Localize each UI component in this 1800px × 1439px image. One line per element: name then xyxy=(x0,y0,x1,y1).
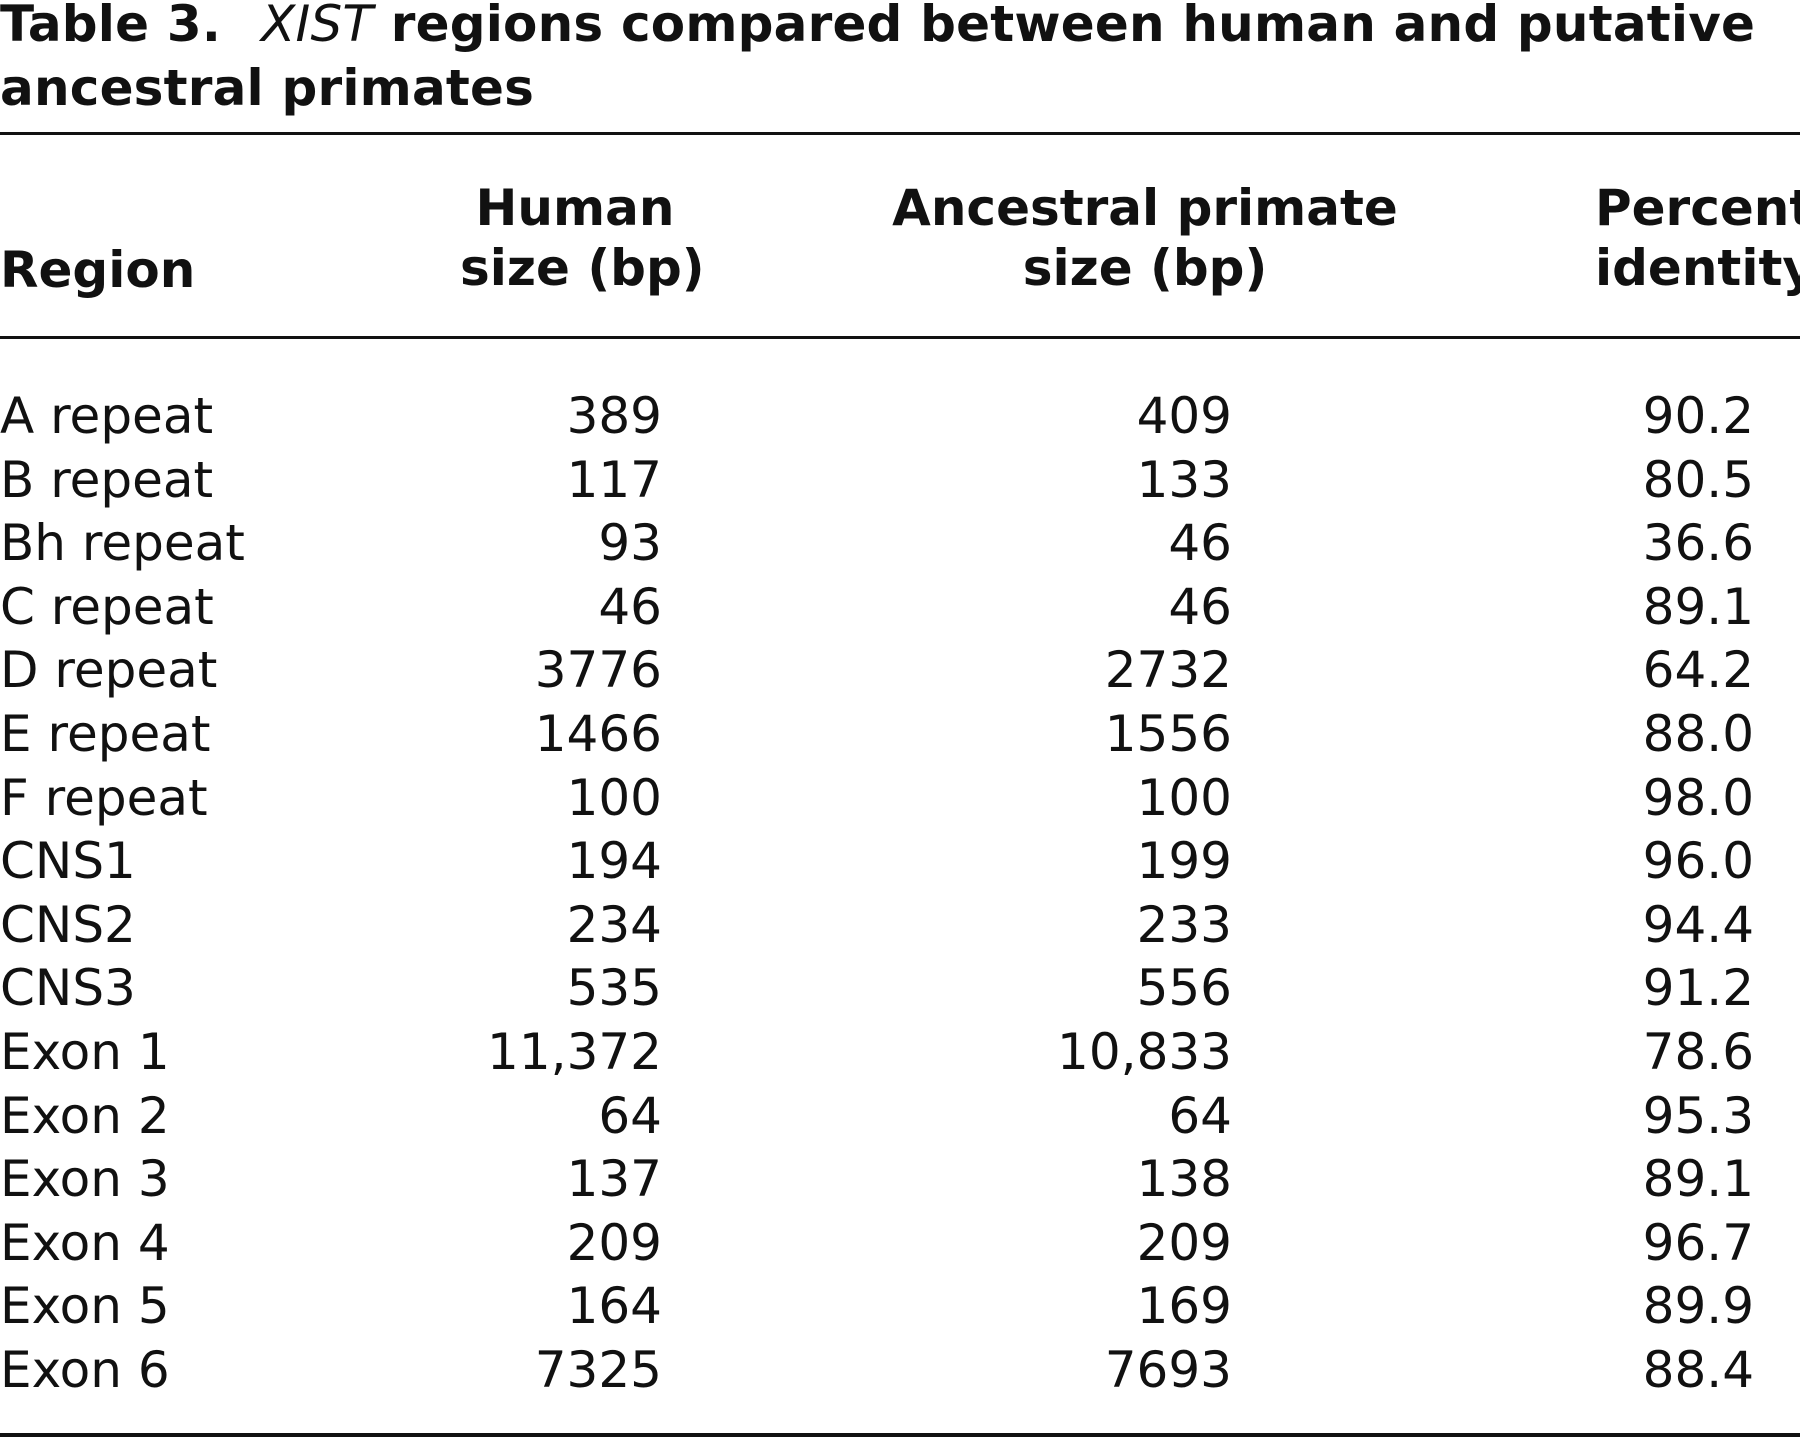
table-row: Exon 4 209 209 96.7 xyxy=(0,1212,1800,1276)
cell-human-size: 46 xyxy=(598,577,662,636)
table-row: CNS1 194 199 96.0 xyxy=(0,830,1800,894)
table-row: C repeat 46 46 89.1 xyxy=(0,576,1800,640)
cell-ancestral-size: 100 xyxy=(1136,768,1232,827)
cell-ancestral-size: 2732 xyxy=(1104,641,1232,700)
cell-human-size: 64 xyxy=(598,1086,662,1145)
cell-ancestral-size: 556 xyxy=(1136,959,1232,1018)
cell-human-size: 389 xyxy=(566,387,662,445)
cell-percent-identity: 95.3 xyxy=(1642,1086,1754,1145)
cell-region: D repeat xyxy=(0,641,218,700)
cell-human-size: 11,372 xyxy=(487,1022,662,1081)
table-label: Table 3. xyxy=(0,0,222,53)
table-caption: Table 3. XIST regions compared between hu… xyxy=(0,0,1790,120)
header-rule xyxy=(0,336,1800,339)
table-row: A repeat 389 409 90.2 xyxy=(0,385,1800,449)
cell-percent-identity: 90.2 xyxy=(1642,387,1754,445)
cell-region: Exon 1 xyxy=(0,1022,170,1081)
cell-human-size: 234 xyxy=(566,895,662,954)
table-row: E repeat 1466 1556 88.0 xyxy=(0,703,1800,767)
cell-human-size: 117 xyxy=(566,450,662,509)
cell-percent-identity: 91.2 xyxy=(1642,959,1754,1018)
table-row: Exon 1 11,372 10,833 78.6 xyxy=(0,1021,1800,1085)
cell-human-size: 535 xyxy=(566,959,662,1018)
cell-ancestral-size: 46 xyxy=(1168,577,1232,636)
cell-percent-identity: 88.4 xyxy=(1642,1340,1754,1399)
cell-region: F repeat xyxy=(0,768,208,827)
cell-region: Exon 2 xyxy=(0,1086,170,1145)
cell-percent-identity: 80.5 xyxy=(1642,450,1754,509)
table-row: CNS3 535 556 91.2 xyxy=(0,957,1800,1021)
cell-ancestral-size: 199 xyxy=(1136,832,1232,891)
cell-percent-identity: 36.6 xyxy=(1642,514,1754,573)
cell-region: E repeat xyxy=(0,704,211,763)
cell-ancestral-size: 10,833 xyxy=(1057,1022,1232,1081)
table-row: Bh repeat 93 46 36.6 xyxy=(0,512,1800,576)
cell-human-size: 1466 xyxy=(534,704,662,763)
cell-ancestral-size: 209 xyxy=(1136,1213,1232,1272)
cell-human-size: 3776 xyxy=(534,641,662,700)
cell-ancestral-size: 64 xyxy=(1168,1086,1232,1145)
cell-percent-identity: 89.9 xyxy=(1642,1277,1754,1336)
cell-region: Bh repeat xyxy=(0,514,245,573)
cell-human-size: 164 xyxy=(566,1277,662,1336)
table-row: Exon 6 7325 7693 88.4 xyxy=(0,1339,1800,1403)
cell-ancestral-size: 1556 xyxy=(1104,704,1232,763)
cell-region: CNS2 xyxy=(0,895,136,954)
top-rule xyxy=(0,132,1800,135)
header-percent-line2: identity xyxy=(1595,239,1800,297)
cell-human-size: 93 xyxy=(598,514,662,573)
header-ancestral-size: Ancestral primate size (bp) xyxy=(880,178,1410,298)
cell-percent-identity: 96.0 xyxy=(1642,832,1754,891)
cell-region: Exon 6 xyxy=(0,1340,170,1399)
cell-ancestral-size: 138 xyxy=(1136,1150,1232,1209)
cell-region: C repeat xyxy=(0,577,214,636)
cell-region: Exon 3 xyxy=(0,1150,170,1209)
table-row: B repeat 117 133 80.5 xyxy=(0,449,1800,513)
cell-percent-identity: 94.4 xyxy=(1642,895,1754,954)
gene-name: XIST xyxy=(261,0,374,53)
cell-percent-identity: 96.7 xyxy=(1642,1213,1754,1272)
caption-text: regions compared between human and putat… xyxy=(0,0,1756,117)
cell-ancestral-size: 46 xyxy=(1168,514,1232,573)
cell-region: B repeat xyxy=(0,450,214,509)
cell-percent-identity: 89.1 xyxy=(1642,1150,1754,1209)
cell-region: CNS1 xyxy=(0,832,136,891)
cell-human-size: 194 xyxy=(566,832,662,891)
cell-percent-identity: 64.2 xyxy=(1642,641,1754,700)
table-row: Exon 3 137 138 89.1 xyxy=(0,1148,1800,1212)
table-row: Exon 2 64 64 95.3 xyxy=(0,1085,1800,1149)
cell-region: A repeat xyxy=(0,387,214,445)
cell-ancestral-size: 133 xyxy=(1136,450,1232,509)
cell-ancestral-size: 169 xyxy=(1136,1277,1232,1336)
cell-percent-identity: 89.1 xyxy=(1642,577,1754,636)
bottom-rule xyxy=(0,1433,1800,1437)
cell-ancestral-size: 7693 xyxy=(1104,1340,1232,1399)
table-row: F repeat 100 100 98.0 xyxy=(0,767,1800,831)
cell-region: Exon 4 xyxy=(0,1213,170,1272)
header-region: Region xyxy=(0,241,196,299)
header-human-line1: Human xyxy=(475,179,675,237)
cell-region: CNS3 xyxy=(0,959,136,1018)
cell-region: Exon 5 xyxy=(0,1277,170,1336)
cell-human-size: 137 xyxy=(566,1150,662,1209)
header-human-size: Human size (bp) xyxy=(460,178,705,298)
header-percent-line1: Percent xyxy=(1595,179,1800,237)
header-human-line2: size (bp) xyxy=(460,239,705,297)
cell-ancestral-size: 409 xyxy=(1136,387,1232,445)
cell-percent-identity: 78.6 xyxy=(1642,1022,1754,1081)
header-ancestral-line1: Ancestral primate xyxy=(892,179,1398,237)
cell-percent-identity: 88.0 xyxy=(1642,704,1754,763)
cell-human-size: 100 xyxy=(566,768,662,827)
table-body: A repeat 389 409 90.2 B repeat 117 133 80.5 Bh… xyxy=(0,385,1800,1403)
table-row: CNS2 234 233 94.4 xyxy=(0,894,1800,958)
table-row: Exon 5 164 169 89.9 xyxy=(0,1275,1800,1339)
cell-percent-identity: 98.0 xyxy=(1642,768,1754,827)
cell-human-size: 7325 xyxy=(534,1340,662,1399)
cell-human-size: 209 xyxy=(566,1213,662,1272)
header-ancestral-line2: size (bp) xyxy=(1022,239,1268,297)
cell-ancestral-size: 233 xyxy=(1136,895,1232,954)
table-row: D repeat 3776 2732 64.2 xyxy=(0,639,1800,703)
header-percent-identity: Percent identity xyxy=(1595,178,1800,298)
